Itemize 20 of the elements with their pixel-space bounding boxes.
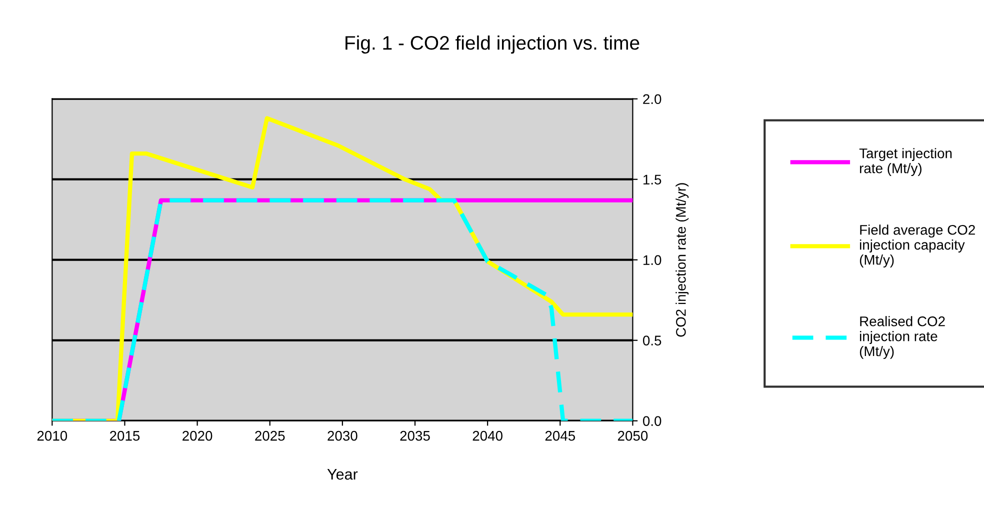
x-tick-label: 2035 [400,430,430,441]
y-tick-label: 0.5 [642,336,662,346]
y-tick-label: 1.0 [643,255,662,266]
y-tick-label: 2.0 [643,94,662,104]
x-tick-label: 2020 [182,430,212,441]
y-axis-title: CO2 injection rate (Mt/yr) [676,183,689,337]
y-tick-label: 0.0 [642,416,662,426]
x-tick-label: 2015 [110,430,140,441]
x-tick-label: 2030 [328,430,358,441]
x-tick-label: 2050 [618,430,648,441]
legend-label: Field average CO2 injection capacity (Mt/y) [860,224,975,268]
x-tick-label: 2010 [37,430,68,441]
chart-title: Fig. 1 - CO2 field injection vs. time [346,35,640,54]
legend-label: Target injection rate (Mt/y) [859,148,952,176]
legend-label: Realised CO2 injection rate (Mt/y) [860,316,945,359]
x-tick-label: 2045 [545,430,576,441]
x-tick-label: 2025 [255,430,285,441]
x-tick-label: 2040 [472,430,502,441]
x-axis-title: Year [327,469,358,480]
y-tick-label: 1.5 [643,174,662,185]
